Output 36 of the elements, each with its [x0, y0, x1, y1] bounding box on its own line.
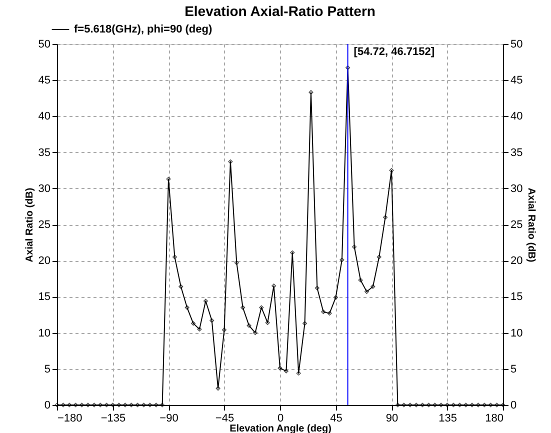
x-tick-label: 135 [438, 412, 457, 424]
y-tick-label: 25 [38, 219, 50, 231]
y2-tick-label: 20 [510, 255, 523, 268]
y2-tick-label: 40 [510, 110, 523, 123]
x-tick-label: −135 [100, 412, 126, 424]
y2-tick-label: 45 [510, 74, 523, 87]
y2-axis-title: Axial Ratio (dB) [526, 188, 537, 262]
y-tick-label: 50 [38, 38, 50, 50]
y-tick-label: 40 [38, 110, 50, 123]
y2-tick-label: 0 [510, 400, 517, 412]
x-tick-label: −90 [160, 412, 178, 424]
y2-tick-label: 50 [510, 38, 523, 50]
y-tick-label: 45 [38, 74, 50, 87]
y2-tick-label: 35 [510, 146, 523, 159]
x-tick-label: 90 [386, 412, 398, 424]
x-tick-label: −180 [58, 412, 82, 424]
x-tick-label: 0 [277, 412, 284, 424]
y2-tick-label: 10 [510, 327, 523, 340]
legend-label: f=5.618(GHz), phi=90 (deg) [74, 24, 212, 36]
x-tick-label: −45 [215, 412, 234, 424]
y-tick-label: 35 [38, 146, 50, 159]
y-tick-label: 15 [38, 291, 50, 304]
y2-tick-label: 30 [510, 182, 523, 195]
ref-line-label: [54.72, 46.7152] [354, 46, 435, 58]
y2-tick-label: 25 [510, 219, 523, 231]
y-tick-label: 5 [44, 363, 50, 376]
y-tick-label: 20 [38, 255, 50, 268]
y-axis-title: Axial Ratio (dB) [24, 188, 36, 262]
y2-tick-label: 15 [510, 291, 523, 304]
y-tick-label: 0 [44, 400, 50, 412]
y-tick-label: 10 [38, 327, 50, 340]
y-tick-label: 30 [38, 182, 50, 195]
y2-tick-label: 5 [510, 363, 517, 376]
chart-title: Elevation Axial-Ratio Pattern [184, 3, 376, 19]
x-tick-label: 180 [485, 412, 504, 424]
x-tick-label: 45 [330, 412, 342, 424]
